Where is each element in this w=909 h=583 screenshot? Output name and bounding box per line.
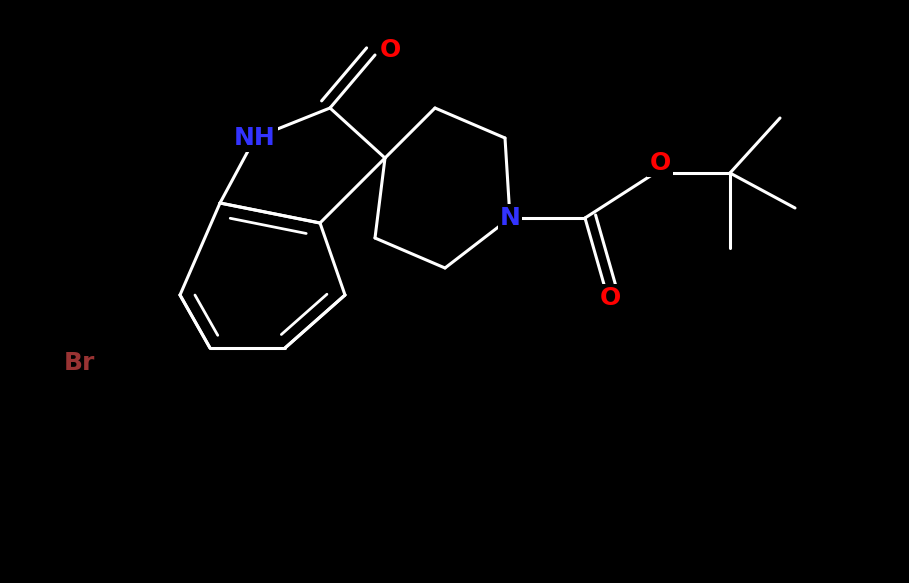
Text: O: O xyxy=(379,38,401,62)
Text: O: O xyxy=(599,286,621,310)
Text: NH: NH xyxy=(235,126,275,150)
Text: O: O xyxy=(649,151,671,175)
Text: Br: Br xyxy=(64,351,95,375)
Text: N: N xyxy=(500,206,521,230)
